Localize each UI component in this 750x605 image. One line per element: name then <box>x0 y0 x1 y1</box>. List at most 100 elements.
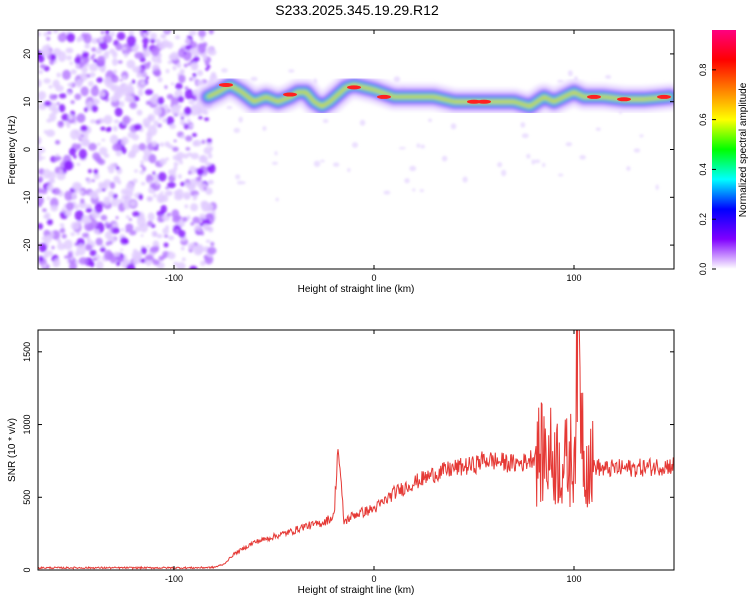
noise-speck <box>271 161 278 165</box>
noise-speck <box>157 58 162 64</box>
colorbar-tick-label: 0.2 <box>698 213 708 226</box>
noise-speck <box>179 119 185 126</box>
colorbar-tick-label: 0.6 <box>698 113 708 126</box>
noise-speck <box>104 50 110 57</box>
noise-speck <box>90 219 98 228</box>
noise-speck <box>136 72 143 78</box>
noise-speck <box>57 243 66 251</box>
noise-speck <box>167 60 173 65</box>
noise-speck <box>159 142 165 147</box>
noise-speck <box>45 129 56 137</box>
noise-speck <box>140 160 144 165</box>
noise-speck <box>62 69 71 81</box>
noise-speck <box>91 47 97 52</box>
noise-speck <box>441 155 448 162</box>
noise-speck <box>66 55 72 61</box>
noise-speck <box>42 156 46 159</box>
noise-speck <box>129 101 137 109</box>
noise-speck <box>626 166 631 171</box>
noise-speck <box>87 168 92 174</box>
noise-speck <box>142 43 148 49</box>
noise-speck <box>150 32 157 40</box>
noise-speck <box>190 48 194 53</box>
noise-speck <box>146 195 154 202</box>
noise-speck <box>89 249 97 257</box>
noise-speck <box>109 134 119 145</box>
noise-speck <box>155 38 161 45</box>
noise-speck <box>450 123 457 130</box>
noise-speck <box>122 115 131 125</box>
y-tick-label: 20 <box>22 49 32 59</box>
noise-speck <box>52 107 59 115</box>
noise-speck <box>322 119 329 123</box>
noise-speck <box>178 74 186 84</box>
noise-speck <box>208 153 213 159</box>
colorbar-tick-label: 0.8 <box>698 64 708 77</box>
noise-speck <box>142 166 147 172</box>
noise-speck <box>125 182 135 194</box>
noise-speck <box>144 89 154 96</box>
noise-speck <box>148 180 153 184</box>
noise-speck <box>151 230 158 238</box>
noise-speck <box>179 160 183 165</box>
noise-speck <box>120 236 128 245</box>
noise-speck <box>174 229 180 234</box>
noise-speck <box>184 86 189 90</box>
noise-speck <box>167 181 176 189</box>
noise-speck <box>409 165 417 172</box>
noise-speck <box>146 30 152 34</box>
noise-speck <box>118 199 124 203</box>
noise-speck <box>147 212 155 221</box>
colorbar-tick-label: 0.4 <box>698 163 708 176</box>
noise-speck <box>202 52 207 58</box>
noise-speck <box>157 171 167 182</box>
noise-speck <box>103 34 113 44</box>
noise-speck <box>156 233 163 239</box>
noise-speck <box>201 139 206 145</box>
noise-speck <box>46 196 51 201</box>
noise-speck <box>61 113 70 121</box>
noise-speck <box>115 150 122 157</box>
noise-speck <box>168 251 172 255</box>
noise-speck <box>206 138 213 143</box>
noise-speck <box>137 89 144 97</box>
noise-speck <box>67 82 73 87</box>
noise-speck <box>82 51 89 58</box>
noise-speck <box>134 169 138 173</box>
noise-speck <box>184 38 192 45</box>
noise-speck <box>38 223 44 230</box>
noise-speck <box>160 194 169 203</box>
noise-speck <box>153 106 162 116</box>
noise-speck <box>80 125 88 132</box>
noise-speck <box>210 71 217 78</box>
noise-speck <box>146 133 153 141</box>
noise-speck <box>195 107 202 114</box>
noise-speck <box>181 257 186 262</box>
noise-speck <box>190 152 199 160</box>
noise-speck <box>113 251 121 257</box>
y-tick-label: 0 <box>22 567 32 572</box>
noise-speck <box>180 47 185 51</box>
noise-speck <box>112 69 118 75</box>
noise-speck <box>103 179 112 186</box>
noise-speck <box>143 33 147 37</box>
noise-speck <box>83 107 89 113</box>
noise-speck <box>66 32 76 43</box>
noise-speck <box>46 36 51 41</box>
noise-speck <box>111 50 118 58</box>
colorbar-ticks: 0.0 0.2 0.4 0.6 0.8 <box>698 64 716 275</box>
noise-speck <box>202 42 208 48</box>
noise-speck <box>159 158 167 165</box>
noise-speck <box>63 160 73 171</box>
noise-speck <box>70 221 80 230</box>
noise-speck <box>164 190 173 197</box>
noise-speck <box>158 41 167 50</box>
noise-speck <box>205 239 211 244</box>
noise-speck <box>43 78 51 84</box>
y-tick-label: -20 <box>22 239 32 252</box>
ridge-hotspot <box>467 99 481 104</box>
noise-speck <box>235 174 241 180</box>
noise-speck <box>99 146 108 156</box>
